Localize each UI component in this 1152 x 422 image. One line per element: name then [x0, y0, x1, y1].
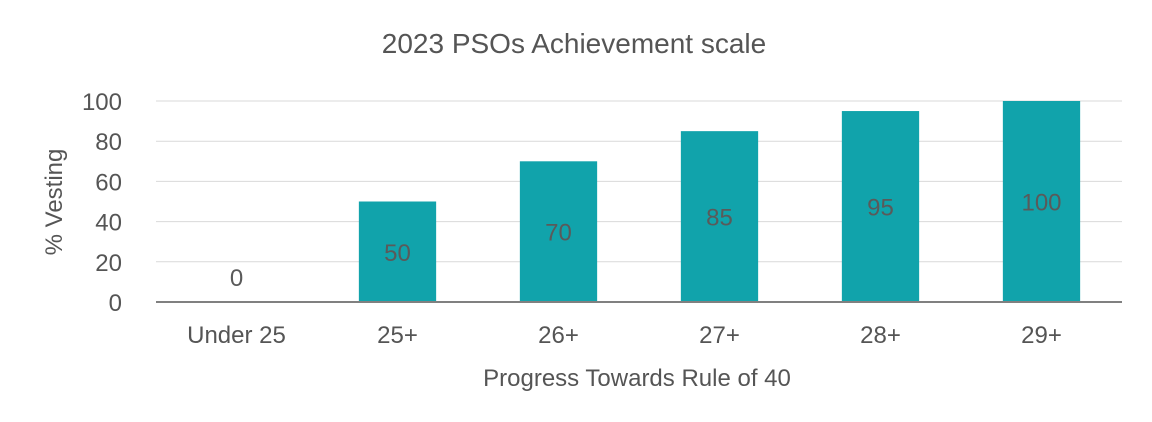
- bar-5: [1002, 101, 1081, 302]
- y-tick-label: 20: [95, 250, 122, 277]
- x-tick-label-0: Under 25: [187, 322, 286, 349]
- y-tick-label: 80: [95, 129, 122, 156]
- y-tick-label: 40: [95, 210, 122, 237]
- data-label-2: 70: [545, 220, 572, 247]
- gridlines: [156, 100, 1122, 263]
- x-tick-label-2: 26+: [538, 322, 579, 349]
- y-axis-title: % Vesting: [41, 149, 68, 256]
- y-tick-label: 100: [82, 89, 122, 116]
- y-tick-label: 0: [109, 290, 122, 317]
- chart-title: 2023 PSOs Achievement scale: [382, 28, 766, 59]
- bar-3: [680, 131, 759, 302]
- x-axis-ticks: Under 25 25+ 26+ 27+ 28+ 29+: [187, 322, 1062, 349]
- y-tick-label: 60: [95, 169, 122, 196]
- x-tick-label-4: 28+: [860, 322, 901, 349]
- data-label-1: 50: [384, 240, 411, 267]
- x-tick-label-5: 29+: [1021, 322, 1062, 349]
- data-label-4: 95: [867, 195, 894, 222]
- data-label-3: 85: [706, 205, 733, 232]
- bar-1: [358, 201, 437, 302]
- bar-4: [841, 111, 920, 302]
- x-tick-label-1: 25+: [377, 322, 418, 349]
- data-label-5: 100: [1021, 190, 1061, 217]
- bars: [358, 101, 1081, 302]
- x-axis-title: Progress Towards Rule of 40: [483, 365, 791, 392]
- data-labels: 0 50 70 85 95 100: [230, 190, 1062, 293]
- bar-2: [519, 161, 598, 302]
- x-tick-label-3: 27+: [699, 322, 740, 349]
- data-label-0: 0: [230, 265, 243, 292]
- y-axis-ticks: 0 20 40 60 80 100: [82, 89, 122, 317]
